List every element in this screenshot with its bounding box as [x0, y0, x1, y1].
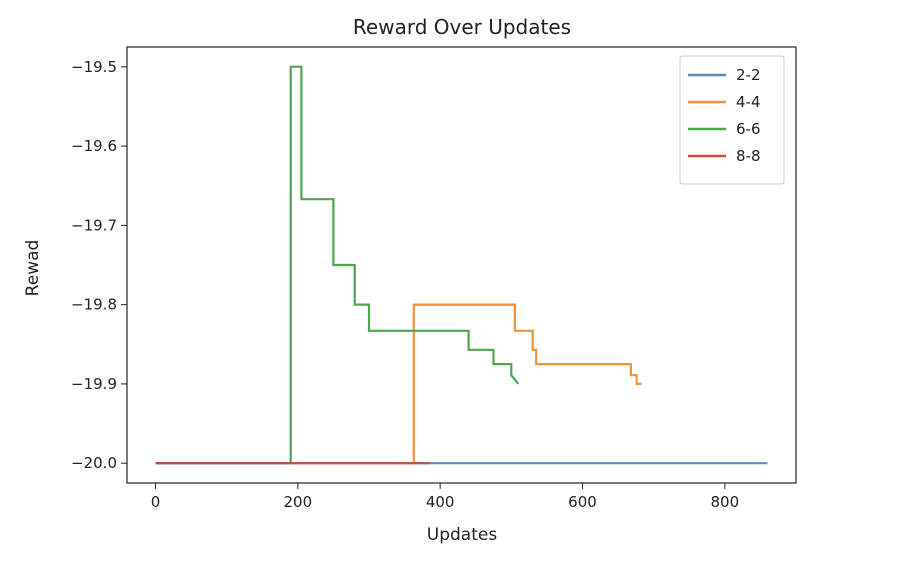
- series-line-4-4: [155, 303, 642, 465]
- y-tick-label: −19.5: [71, 58, 117, 76]
- chart-title: Reward Over Updates: [353, 15, 571, 39]
- x-tick-label: 800: [711, 493, 740, 511]
- x-axis-label: Updates: [427, 525, 498, 545]
- x-tick-label: 600: [568, 493, 597, 511]
- x-tick-label: 200: [283, 493, 312, 511]
- legend-label-8-8: 8-8: [736, 147, 761, 165]
- legend-label-6-6: 6-6: [736, 120, 761, 138]
- series-layer: [155, 65, 768, 465]
- legend-box: [679, 55, 785, 185]
- y-tick-label: −19.9: [71, 375, 117, 393]
- legend-label-2-2: 2-2: [736, 66, 761, 84]
- y-tick-label: −19.7: [71, 216, 117, 234]
- legend: 2-2 4-4 6-6 8-8: [679, 55, 785, 185]
- y-tick-label: −20.0: [71, 454, 117, 472]
- x-tick-label: 400: [426, 493, 455, 511]
- legend-label-4-4: 4-4: [736, 93, 761, 111]
- series-line-6-6: [155, 65, 520, 465]
- y-tick-label: −19.6: [71, 137, 117, 155]
- x-axis-ticks: 0 200 400 600 800: [151, 483, 739, 511]
- x-tick-label: 0: [151, 493, 161, 511]
- y-tick-label: −19.8: [71, 296, 117, 314]
- plot-frame: [126, 46, 797, 484]
- plot-area: [126, 46, 797, 484]
- y-axis-ticks: −20.0 −19.9 −19.8 −19.7 −19.6 −19.5: [71, 58, 127, 472]
- y-axis-label: Rewad: [23, 240, 43, 297]
